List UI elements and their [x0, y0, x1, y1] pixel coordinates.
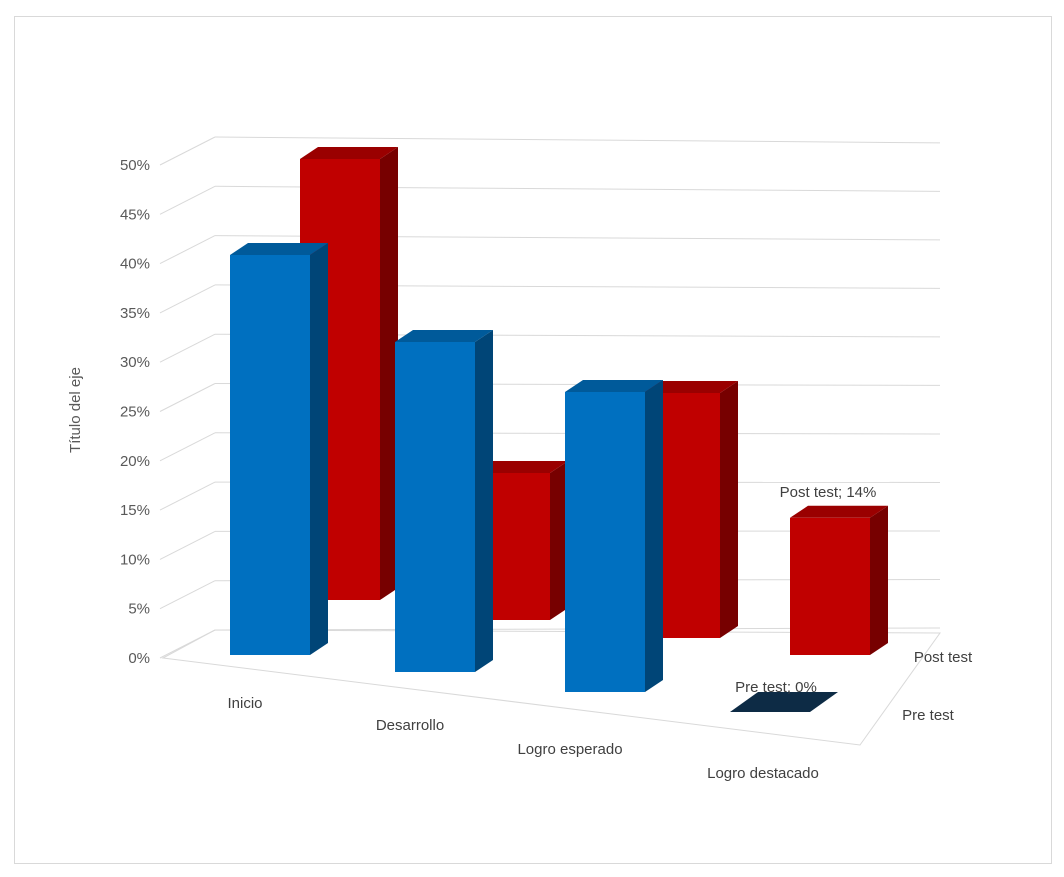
bar-pretest-3 — [730, 692, 838, 712]
y-tick-labels: 0% 5% 10% 15% 20% 25% 30% 35% 40% 45% 50% — [120, 157, 150, 667]
gridline-back — [214, 136, 941, 144]
bars-layer — [230, 147, 888, 712]
gridline-side — [159, 383, 216, 412]
bar-front — [230, 255, 310, 655]
bar-pretest-2 — [565, 380, 663, 692]
data-label: Pre test; 0% — [735, 679, 817, 696]
series-label: Pre test — [902, 707, 955, 724]
bar-top — [395, 330, 493, 342]
bar-posttest-3 — [790, 505, 888, 655]
gridline-side — [159, 235, 216, 265]
bar-side — [645, 380, 663, 692]
chart-frame — [14, 16, 1052, 864]
bar-side — [870, 505, 888, 655]
bar-side — [310, 243, 328, 655]
floor-outline — [161, 629, 941, 746]
bar-pretest-0 — [230, 243, 328, 655]
bar-top — [565, 380, 663, 392]
bar-front — [395, 342, 475, 672]
bar-side — [380, 147, 398, 600]
bar-side — [475, 330, 493, 672]
gridline-side — [159, 432, 216, 462]
bar-front — [790, 517, 870, 655]
bar-top — [790, 505, 888, 518]
y-tick-label: 40% — [120, 256, 150, 273]
category-label: Logro destacado — [707, 765, 819, 782]
y-tick-label: 25% — [120, 404, 150, 421]
y-tick-label: 0% — [128, 650, 150, 667]
gridline-side — [159, 136, 216, 166]
gridline-side — [159, 333, 216, 363]
y-tick-label: 15% — [120, 502, 150, 519]
category-label: Desarrollo — [376, 717, 444, 734]
bar-top — [300, 147, 398, 159]
bar-side — [550, 461, 568, 620]
y-tick-label: 50% — [120, 157, 150, 174]
gridline-side — [159, 530, 216, 560]
y-tick-label: 10% — [120, 551, 150, 568]
series-label: Post test — [914, 649, 973, 666]
y-tick-label: 5% — [128, 601, 150, 618]
category-label: Inicio — [227, 695, 262, 712]
y-tick-label: 45% — [120, 206, 150, 223]
bar-front — [565, 392, 645, 692]
y-tick-label: 20% — [120, 453, 150, 470]
y-tick-label: 30% — [120, 354, 150, 371]
y-axis-title: Título del eje — [67, 367, 84, 453]
gridline-side — [159, 185, 216, 215]
category-label: Logro esperado — [517, 741, 622, 758]
bar-pretest-1 — [395, 330, 493, 672]
chart-floor — [161, 629, 941, 746]
bar-top — [470, 461, 568, 473]
data-labels: Post test; 14% Pre test; 0% — [735, 484, 876, 696]
data-label: Post test; 14% — [780, 484, 877, 501]
category-labels: Inicio Desarrollo Logro esperado Logro dest… — [227, 695, 818, 782]
gridline-side — [159, 284, 216, 314]
gridline-side — [159, 580, 216, 610]
gridline-side — [159, 481, 216, 511]
series-depth-labels: Pre test Post test — [902, 649, 973, 724]
bar-side — [720, 381, 738, 638]
bar-top — [230, 243, 328, 255]
y-tick-label: 35% — [120, 305, 150, 322]
bar-top — [640, 381, 738, 393]
